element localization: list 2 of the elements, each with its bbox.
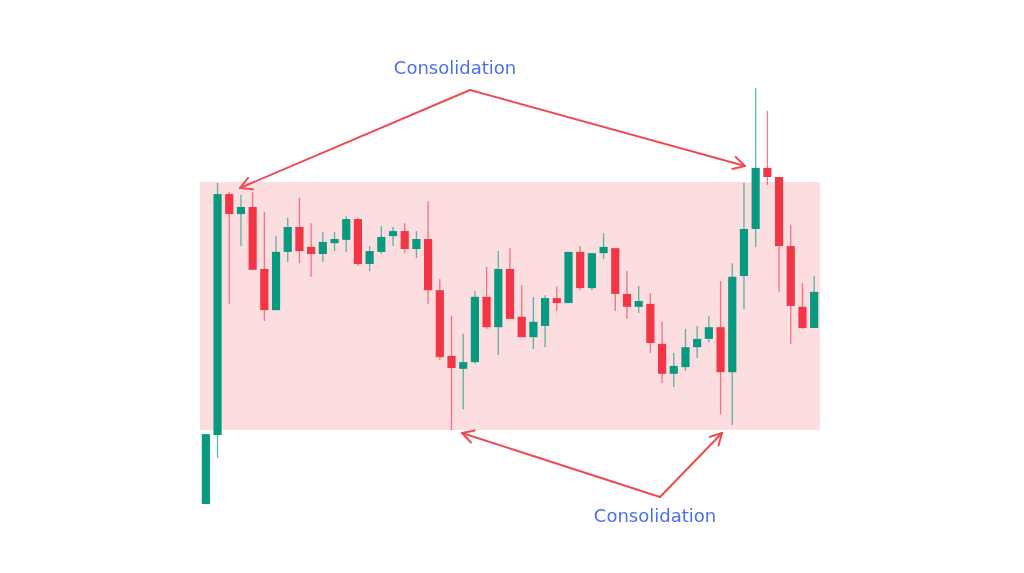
text: Consolidation: [593, 505, 717, 526]
text: Consolidation: [393, 57, 517, 78]
